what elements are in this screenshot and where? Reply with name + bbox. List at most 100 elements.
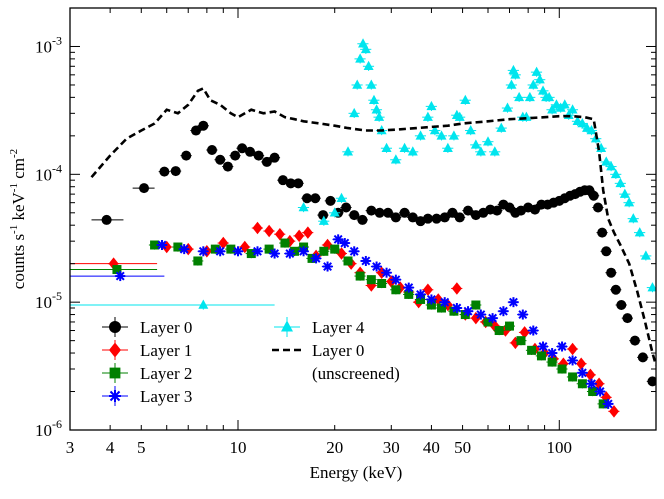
legend-label: Layer 4: [312, 318, 365, 337]
data-point: [253, 150, 264, 161]
data-point: [516, 336, 526, 346]
data-point: [547, 104, 558, 114]
data-point: [597, 227, 608, 238]
data-point: [170, 166, 181, 177]
data-point: [390, 154, 401, 164]
data-point: [269, 152, 280, 163]
data-point: [245, 146, 256, 157]
data-point: [302, 226, 313, 239]
legend-marker: [281, 320, 293, 332]
data-point: [330, 244, 340, 254]
data-point: [528, 79, 539, 89]
data-point: [534, 74, 545, 84]
data-point: [190, 125, 201, 136]
data-point: [454, 111, 465, 121]
data-point: [363, 60, 374, 71]
data-point: [415, 289, 426, 300]
data-point: [232, 246, 243, 257]
data-point: [442, 142, 453, 152]
x-tick-label: 4: [106, 438, 115, 457]
legend-entry: Layer 0: [102, 317, 192, 337]
data-point: [527, 345, 537, 355]
data-point: [616, 300, 627, 311]
data-point: [269, 248, 280, 259]
data-point: [496, 122, 507, 132]
y-axis-title-part: cm: [9, 158, 28, 183]
x-tick-label: 50: [454, 438, 471, 457]
plot-frame: [69, 7, 657, 431]
data-point: [447, 207, 458, 218]
data-point: [610, 168, 621, 179]
data-point: [377, 278, 387, 288]
data-point: [508, 297, 519, 308]
data-point: [577, 379, 587, 389]
data-point: [352, 79, 363, 89]
x-tick-label: 20: [326, 438, 343, 457]
data-point: [298, 202, 309, 212]
data-point: [426, 300, 436, 310]
data-point: [319, 246, 329, 256]
data-point: [463, 306, 474, 317]
data-point: [647, 376, 656, 387]
data-point: [391, 285, 401, 295]
data-point: [284, 248, 295, 259]
data-point: [381, 142, 392, 152]
data-point: [608, 405, 619, 418]
series-0: [100, 120, 656, 387]
data-point: [366, 79, 377, 89]
series-layer: [70, 38, 656, 418]
data-point: [399, 207, 410, 218]
data-point: [355, 53, 366, 63]
legend-label: (unscreened): [312, 364, 400, 383]
data-point: [381, 267, 392, 278]
data-point: [355, 271, 365, 281]
data-point: [538, 341, 549, 352]
data-point: [567, 342, 578, 356]
data-point: [498, 306, 509, 317]
data-point: [647, 282, 656, 292]
data-point: [173, 242, 183, 252]
legend-label: Layer 0: [312, 341, 364, 360]
data-point: [407, 212, 418, 223]
legend-marker: [109, 367, 121, 379]
series-4: [197, 38, 656, 310]
data-point: [198, 246, 209, 257]
data-point: [475, 309, 486, 320]
data-point: [471, 300, 481, 310]
x-tick-label: 40: [423, 438, 440, 457]
data-point: [218, 236, 229, 250]
data-point: [403, 282, 414, 293]
data-point: [567, 104, 578, 114]
data-point: [322, 261, 333, 272]
legend-entry: Layer 0 (unscreened): [272, 341, 400, 383]
data-point: [193, 256, 203, 266]
legend-entry: Layer 2: [102, 363, 192, 383]
data-point: [302, 193, 313, 204]
data-point: [206, 144, 217, 155]
axis-ticks: [69, 7, 657, 431]
y-tick-label: 10-3: [35, 33, 62, 56]
data-point: [451, 303, 462, 314]
data-point: [489, 146, 500, 156]
data-point: [426, 100, 437, 111]
legend-label: Layer 2: [140, 364, 192, 383]
data-point: [366, 275, 376, 285]
data-point: [285, 178, 296, 189]
data-point: [366, 205, 377, 216]
data-point: [374, 111, 385, 121]
data-point: [325, 195, 336, 206]
data-point: [277, 175, 288, 186]
x-tick-label: 30: [383, 438, 400, 457]
data-point: [349, 246, 360, 257]
data-point: [448, 130, 459, 140]
data-point: [586, 378, 597, 389]
data-point: [293, 178, 304, 189]
data-point: [198, 120, 209, 131]
data-point: [536, 351, 546, 361]
data-point: [159, 166, 170, 177]
data-point: [436, 130, 447, 140]
data-point: [416, 294, 426, 304]
data-point: [329, 207, 340, 217]
data-point: [230, 150, 241, 161]
